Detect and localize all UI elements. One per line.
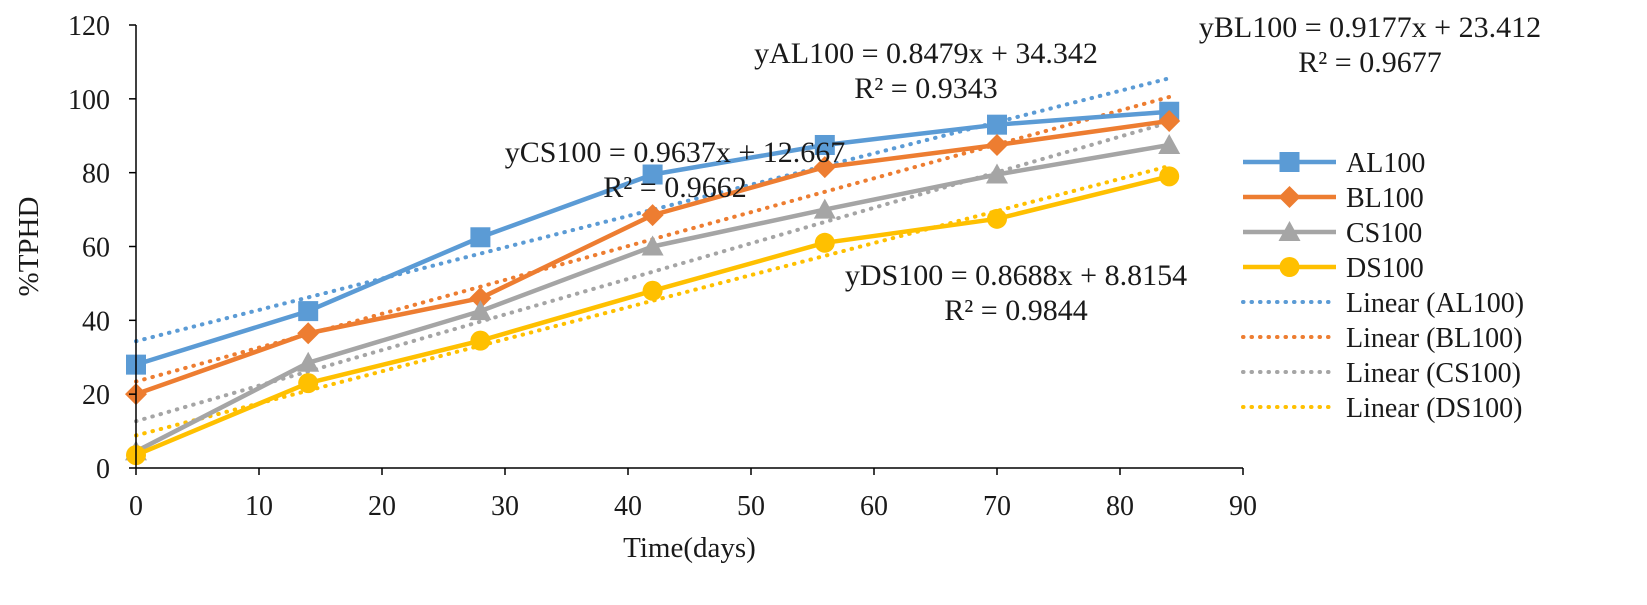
trendlines-layer bbox=[134, 76, 1172, 438]
data-point bbox=[470, 227, 491, 248]
data-point bbox=[986, 163, 1008, 184]
legend-marker bbox=[1278, 186, 1301, 208]
data-point bbox=[641, 235, 664, 256]
data-point bbox=[987, 208, 1007, 229]
data-point bbox=[469, 300, 492, 321]
x-tick-label: 70 bbox=[983, 491, 1011, 522]
x-tick-label: 90 bbox=[1229, 491, 1257, 522]
trendline bbox=[134, 76, 1172, 344]
legend-marker bbox=[1279, 257, 1300, 277]
trendline-r-squared: R² = 0.9677 bbox=[1298, 46, 1441, 79]
legend-marker bbox=[1278, 221, 1301, 241]
y-tick-label: 20 bbox=[82, 380, 110, 411]
data-point bbox=[641, 204, 664, 227]
legend-label: Linear (BL100) bbox=[1346, 323, 1523, 354]
legend-label: DS100 bbox=[1346, 253, 1424, 284]
trendline-equation: yCS100 = 0.9637x + 12.667 bbox=[505, 136, 846, 169]
data-point bbox=[814, 232, 835, 253]
data-point bbox=[987, 114, 1007, 135]
legend-marker bbox=[1279, 152, 1300, 172]
data-point bbox=[297, 351, 320, 372]
x-tick-label: 0 bbox=[129, 491, 143, 522]
legend-label: Linear (DS100) bbox=[1346, 393, 1523, 424]
y-tick-label: 120 bbox=[68, 11, 110, 42]
legend-label: CS100 bbox=[1346, 218, 1422, 249]
y-tick-label: 80 bbox=[82, 159, 110, 190]
x-tick-label: 60 bbox=[860, 491, 888, 522]
data-point bbox=[297, 322, 320, 345]
x-tick-label: 20 bbox=[368, 491, 396, 522]
x-tick-label: 40 bbox=[614, 491, 642, 522]
legend-label: Linear (AL100) bbox=[1346, 288, 1524, 319]
legend-label: Linear (CS100) bbox=[1346, 358, 1521, 389]
y-axis-title: %TPHD bbox=[13, 197, 45, 297]
y-tick-label: 60 bbox=[82, 233, 110, 264]
trendline-equation: yDS100 = 0.8688x + 8.8154 bbox=[845, 259, 1187, 292]
x-tick-label: 80 bbox=[1106, 491, 1134, 522]
data-point bbox=[642, 164, 663, 185]
x-tick-label: 50 bbox=[737, 491, 765, 522]
y-tick-label: 0 bbox=[96, 454, 110, 485]
legend: AL100 BL100 CS100 DS100 Linear (AL100) Linear… bbox=[1241, 148, 1524, 424]
data-point bbox=[814, 134, 835, 155]
trendline-r-squared: R² = 0.9343 bbox=[854, 72, 997, 105]
data-point bbox=[1158, 109, 1181, 132]
x-tick-label: 30 bbox=[491, 491, 519, 522]
y-tick-label: 40 bbox=[82, 306, 110, 337]
data-point bbox=[298, 301, 319, 322]
y-tick-label: 100 bbox=[68, 85, 110, 116]
trendline-r-squared: R² = 0.9844 bbox=[944, 294, 1087, 327]
data-point bbox=[642, 280, 663, 301]
trendline-r-squared: R² = 0.9662 bbox=[603, 171, 746, 204]
x-tick-label: 10 bbox=[245, 491, 273, 522]
data-point bbox=[813, 198, 836, 219]
data-point bbox=[469, 287, 492, 310]
data-point bbox=[1159, 166, 1180, 187]
trendline-equation: yAL100 = 0.8479x + 34.342 bbox=[754, 37, 1098, 70]
x-axis-title: Time(days) bbox=[623, 532, 756, 564]
legend-label: AL100 bbox=[1346, 148, 1425, 179]
data-point bbox=[298, 373, 319, 394]
data-point bbox=[470, 330, 491, 351]
series-layer bbox=[125, 101, 1181, 466]
axes-layer: 0 20 40 60 80 100 120 0 10 20 30 40 50 60 70 80 90 Time(d… bbox=[13, 11, 1257, 564]
data-point bbox=[813, 156, 836, 179]
data-point bbox=[986, 133, 1008, 156]
data-point bbox=[1158, 133, 1181, 154]
trendline-equation: yBL100 = 0.9177x + 23.412 bbox=[1199, 11, 1541, 44]
legend-label: BL100 bbox=[1346, 183, 1424, 214]
